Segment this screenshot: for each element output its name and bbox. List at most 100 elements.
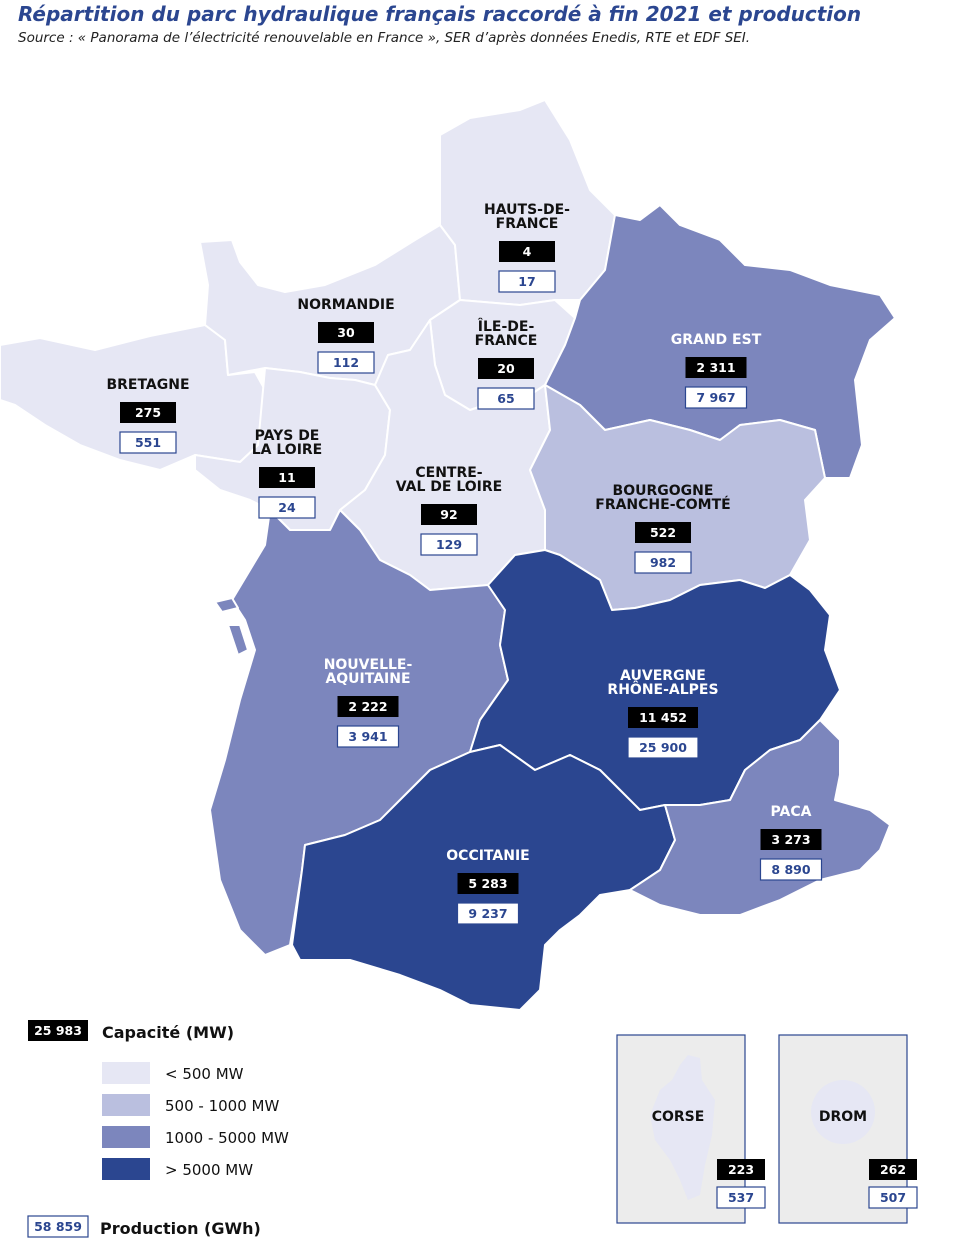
region-label-ile-de-france: ÎLE-DE-FRANCE 20 65 — [475, 318, 538, 410]
production-box-occitanie — [456, 902, 520, 925]
region-name-nouvelle-aquitaine: AQUITAINE — [325, 671, 410, 687]
insets: CORSE 223 537 DROM 262 507 — [616, 1034, 918, 1224]
region-label-grand-est: GRAND EST 2 311 7 967 — [671, 332, 762, 409]
region-name-bourgogne-franche-comte: BOURGOGNE — [613, 483, 714, 499]
legend-production-title: Production (GWh) — [100, 1219, 261, 1238]
region-label-bretagne: BRETAGNE 275 551 — [106, 377, 190, 454]
capacity-value-bourgogne-franche-comte: 522 — [650, 525, 676, 540]
production-value-pays-de-la-loire: 24 — [278, 500, 296, 515]
production-box-nouvelle-aquitaine — [336, 725, 400, 748]
production-box-pays-de-la-loire — [258, 496, 316, 519]
inset-capacity-box-corse — [717, 1159, 765, 1180]
region-name-centre-val-de-loire: VAL DE LOIRE — [396, 479, 502, 495]
region-name-auvergne-rhone-alpes: RHÔNE-ALPES — [607, 680, 718, 698]
capacity-box-pays-de-la-loire — [259, 467, 315, 488]
region-name-grand-est: GRAND EST — [671, 332, 762, 348]
inset-production-box-corse — [716, 1186, 766, 1209]
region-name-bretagne: BRETAGNE — [106, 377, 189, 393]
inset-name-drom: DROM — [819, 1109, 867, 1125]
legend-label-lt500: < 500 MW — [165, 1065, 244, 1083]
capacity-box-auvergne-rhone-alpes — [628, 707, 698, 728]
legend-swatch-gt5000 — [102, 1158, 150, 1180]
region-labels: HAUTS-DE-FRANCE417NORMANDIE30112ÎLE-DE-F… — [106, 202, 823, 925]
capacity-value-grand-est: 2 311 — [696, 360, 735, 375]
production-value-grand-est: 7 967 — [696, 390, 735, 405]
capacity-value-pays-de-la-loire: 11 — [278, 470, 295, 485]
corse-shape — [650, 1055, 715, 1200]
island-oleron-shape — [227, 624, 249, 656]
inset-capacity-value-corse: 223 — [728, 1162, 754, 1177]
region-label-centre-val-de-loire: CENTRE-VAL DE LOIRE 92 129 — [396, 465, 502, 556]
region-label-paca: PACA 3 273 8 890 — [759, 804, 823, 881]
capacity-box-centre-val-de-loire — [421, 504, 477, 525]
inset-production-value-drom: 507 — [880, 1190, 906, 1205]
legend-swatch-500to1000 — [102, 1094, 150, 1116]
production-box-bretagne — [119, 431, 177, 454]
production-value-centre-val-de-loire: 129 — [436, 537, 462, 552]
capacity-value-auvergne-rhone-alpes: 11 452 — [639, 710, 687, 725]
region-name-paca: PACA — [771, 804, 812, 820]
region-name-ile-de-france: FRANCE — [475, 333, 538, 349]
capacity-box-paca — [760, 829, 822, 850]
capacity-value-centre-val-de-loire: 92 — [440, 507, 457, 522]
region-name-pays-de-la-loire: PAYS DE — [255, 428, 320, 444]
region-name-occitanie: OCCITANIE — [446, 848, 529, 864]
production-value-auvergne-rhone-alpes: 25 900 — [639, 740, 687, 755]
legend-capacity-total-box — [28, 1020, 88, 1041]
capacity-value-bretagne: 275 — [135, 405, 161, 420]
capacity-box-hauts-de-france — [499, 241, 555, 262]
capacity-value-occitanie: 5 283 — [468, 876, 507, 891]
region-label-normandie: NORMANDIE 30 112 — [297, 297, 395, 374]
production-value-bretagne: 551 — [135, 435, 161, 450]
legend: 25 983 Capacité (MW) < 500 MW 500 - 1000 MW… — [27, 1020, 289, 1238]
island-re-shape — [214, 597, 239, 613]
production-value-ile-de-france: 65 — [497, 391, 514, 406]
production-box-paca — [759, 858, 823, 881]
drom-shape — [811, 1080, 875, 1144]
capacity-value-paca: 3 273 — [771, 832, 810, 847]
region-name-nouvelle-aquitaine: NOUVELLE- — [324, 657, 413, 673]
region-label-hauts-de-france: HAUTS-DE-FRANCE 4 17 — [484, 202, 570, 293]
legend-production-total: 58 859 — [34, 1219, 82, 1234]
capacity-box-grand-est — [685, 357, 747, 378]
legend-swatch-lt500 — [102, 1062, 150, 1084]
legend-label-500to1000: 500 - 1000 MW — [165, 1097, 279, 1115]
capacity-box-bretagne — [120, 402, 176, 423]
production-value-normandie: 112 — [333, 355, 359, 370]
production-box-centre-val-de-loire — [420, 533, 478, 556]
region-label-nouvelle-aquitaine: NOUVELLE-AQUITAINE 2 222 3 941 — [324, 657, 413, 748]
legend-label-gt5000: > 5000 MW — [165, 1161, 253, 1179]
region-name-bourgogne-franche-comte: FRANCHE-COMTÉ — [595, 496, 730, 513]
production-box-bourgogne-franche-comte — [634, 551, 692, 574]
map-title: Répartition du parc hydraulique français… — [18, 2, 862, 26]
production-box-ile-de-france — [477, 387, 535, 410]
production-box-auvergne-rhone-alpes — [627, 736, 699, 759]
region-shapes — [0, 99, 896, 1011]
capacity-box-normandie — [318, 322, 374, 343]
inset-production-box-drom — [868, 1186, 918, 1209]
inset-capacity-box-drom — [869, 1159, 917, 1180]
inset-name-corse: CORSE — [652, 1109, 705, 1125]
production-value-nouvelle-aquitaine: 3 941 — [348, 729, 387, 744]
legend-capacity-total: 25 983 — [34, 1023, 82, 1038]
legend-label-1000to5000: 1000 - 5000 MW — [165, 1129, 289, 1147]
region-name-centre-val-de-loire: CENTRE- — [415, 465, 482, 481]
capacity-value-ile-de-france: 20 — [497, 361, 515, 376]
production-value-paca: 8 890 — [771, 862, 810, 877]
production-box-grand-est — [684, 386, 748, 409]
capacity-value-hauts-de-france: 4 — [523, 244, 532, 259]
region-label-occitanie: OCCITANIE 5 283 9 237 — [446, 848, 530, 925]
capacity-box-occitanie — [457, 873, 519, 894]
capacity-box-bourgogne-franche-comte — [635, 522, 691, 543]
capacity-value-nouvelle-aquitaine: 2 222 — [348, 699, 387, 714]
region-name-hauts-de-france: FRANCE — [496, 216, 559, 232]
production-box-hauts-de-france — [498, 270, 556, 293]
inset-capacity-value-drom: 262 — [880, 1162, 906, 1177]
region-name-normandie: NORMANDIE — [297, 297, 394, 313]
region-name-ile-de-france: ÎLE-DE- — [478, 318, 535, 335]
production-value-bourgogne-franche-comte: 982 — [650, 555, 676, 570]
production-value-hauts-de-france: 17 — [518, 274, 535, 289]
